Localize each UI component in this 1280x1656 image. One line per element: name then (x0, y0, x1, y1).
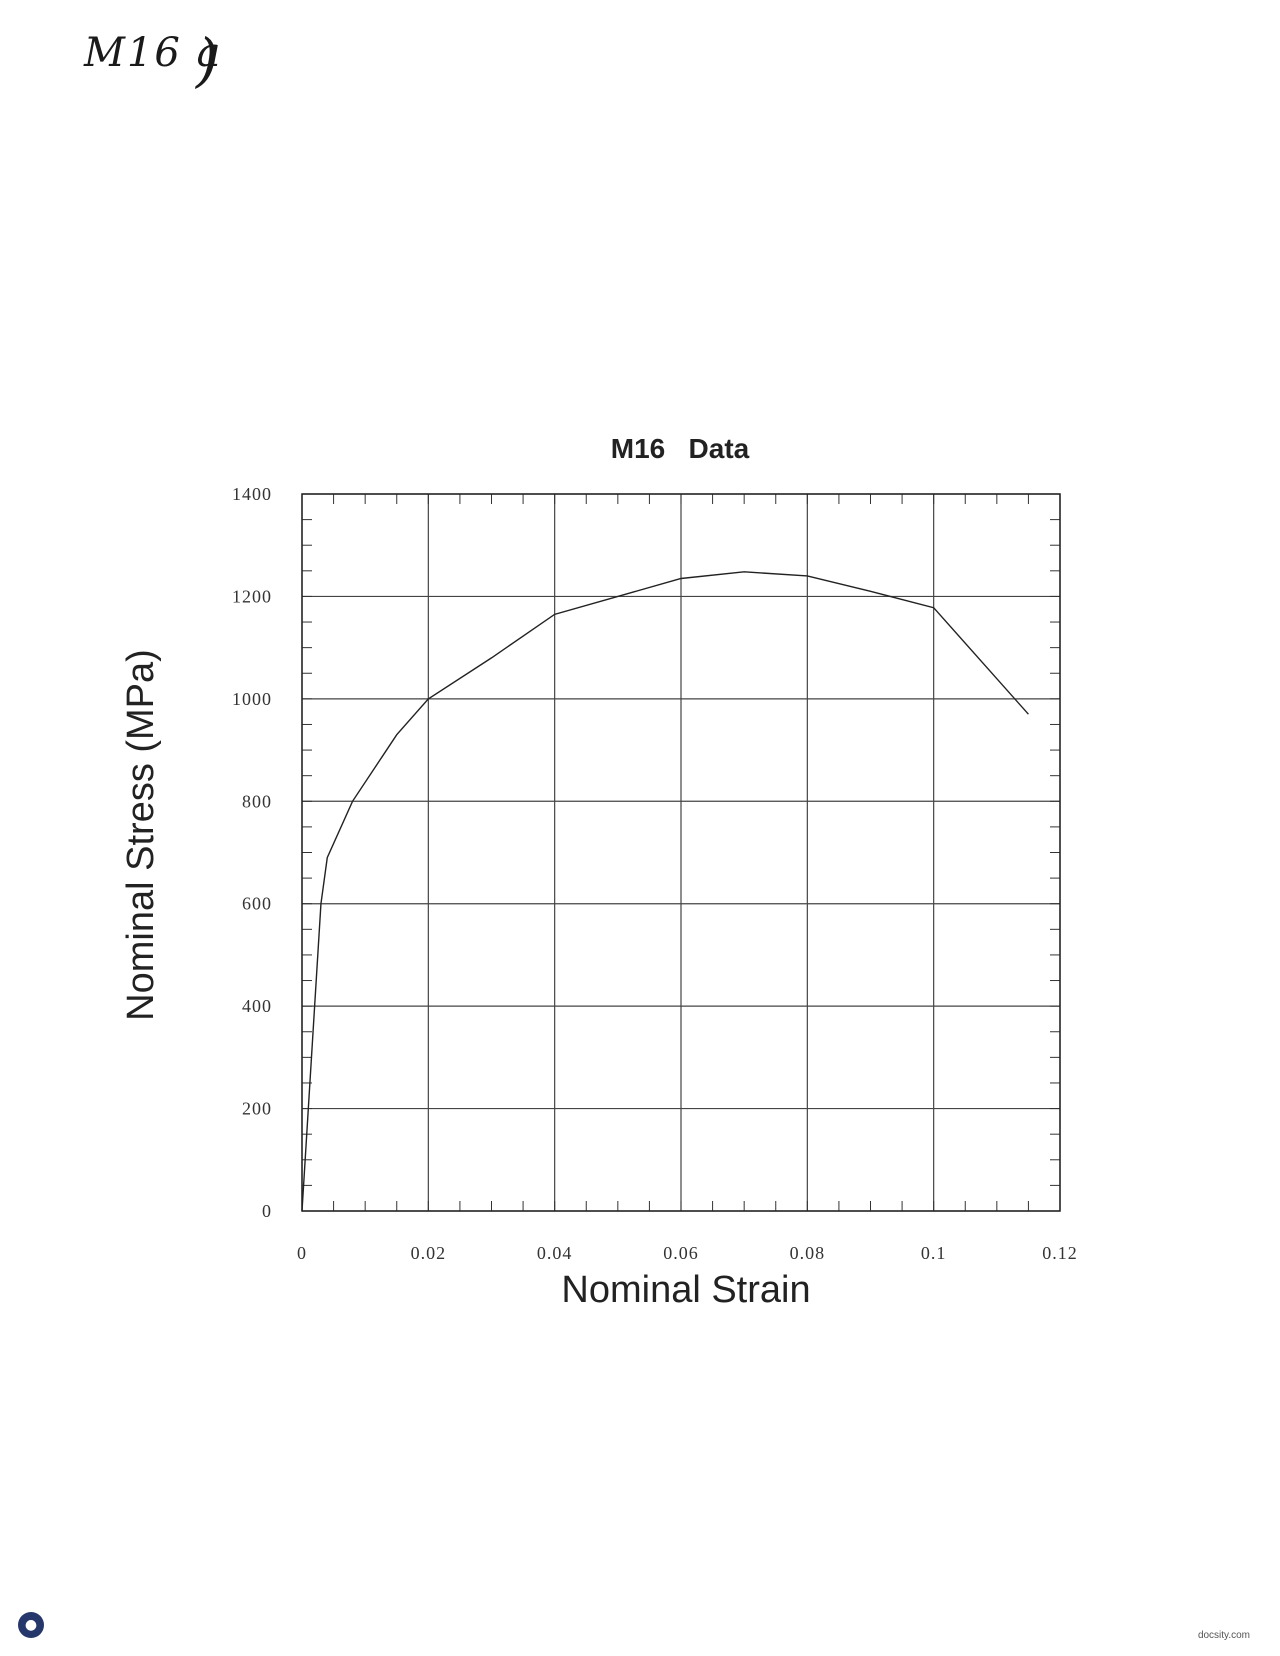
x-tick-label: 0.08 (790, 1243, 826, 1263)
y-tick-label: 1200 (232, 586, 272, 606)
grid-layer (301, 493, 1061, 1212)
y-tick-label: 400 (242, 996, 272, 1016)
minor-tick-layer (301, 493, 1061, 1212)
x-tick-label: 0.04 (537, 1243, 573, 1263)
y-tick-label: 200 (242, 1099, 272, 1119)
handwritten-paren: ) (196, 26, 219, 94)
x-tick-label: 0.02 (411, 1243, 447, 1263)
y-tick-label: 600 (242, 894, 272, 914)
x-tick-label: 0.06 (663, 1243, 699, 1263)
plot-frame (301, 493, 1061, 1212)
y-tick-label: 1000 (232, 689, 272, 709)
footer-site: docsity.com (1197, 1630, 1250, 1641)
chart-title: M16 Data (611, 433, 750, 464)
y-tick-labels: 0 200 400 600 800 1000 1200 1400 (232, 484, 272, 1221)
data-points (302, 572, 1028, 1211)
y-axis-label: Nominal Stress (MPa) (120, 649, 162, 1021)
series-line (301, 571, 1029, 1212)
x-tick-label: 0 (297, 1243, 307, 1263)
y-tick-label: 800 (242, 791, 272, 811)
x-tick-labels: 0 0.02 0.04 0.06 0.08 0.1 0.12 (297, 1243, 1078, 1263)
docsity-logo-icon: ● (18, 1612, 44, 1638)
handwritten-note: M16 a (84, 30, 223, 76)
x-axis-label: Nominal Strain (561, 1269, 810, 1311)
x-tick-label: 0.1 (921, 1243, 947, 1263)
y-tick-label: 0 (262, 1201, 272, 1221)
y-tick-label: 1400 (232, 484, 272, 504)
x-tick-label: 0.12 (1042, 1243, 1078, 1263)
